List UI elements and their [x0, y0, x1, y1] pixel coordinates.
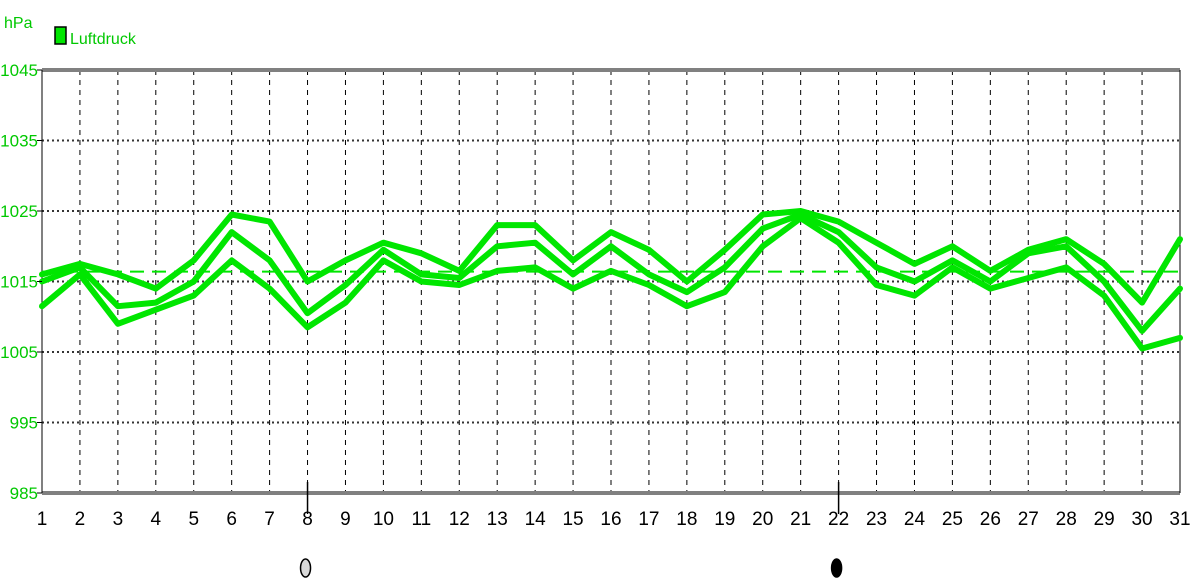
legend: Luftdruck [54, 26, 137, 48]
x-tick-label: 8 [302, 509, 313, 530]
x-tick-label: 30 [1131, 509, 1152, 530]
x-tick-label: 25 [942, 509, 963, 530]
y-tick-label: 1035 [0, 132, 38, 151]
x-tick-label: 2 [75, 509, 86, 530]
x-tick-label: 22 [828, 509, 849, 530]
x-tick-label: 13 [487, 509, 508, 530]
y-tick-label: 995 [10, 414, 38, 433]
x-tick-label: 7 [264, 509, 275, 530]
x-tick-label: 10 [373, 509, 394, 530]
y-tick-label: 1025 [0, 202, 38, 221]
x-tick-label: 28 [1056, 509, 1077, 530]
y-tick-label: 985 [10, 484, 38, 503]
y-tick-label: 1045 [0, 61, 38, 80]
x-tick-label: 24 [904, 509, 926, 530]
y-tick-label: 1005 [0, 343, 38, 362]
x-tick-label: 16 [600, 509, 621, 530]
x-tick-label: 1 [37, 509, 48, 530]
x-tick-label: 20 [752, 509, 773, 530]
y-tick-label: 1015 [0, 273, 38, 292]
y-unit-label: hPa [4, 15, 33, 32]
x-tick-label: 9 [340, 509, 351, 530]
x-tick-label: 14 [525, 509, 547, 530]
x-tick-label: 19 [714, 509, 735, 530]
x-tick-label: 12 [449, 509, 470, 530]
x-tick-label: 5 [188, 509, 199, 530]
series-lines [39, 208, 1183, 352]
series-line-2 [39, 211, 1183, 334]
x-axis: 1 2 3 4 5 6 7 8 9 10 11 12 13 14 15 16 17 18 19 20 21 22 23 24 2… [37, 509, 1191, 530]
x-tick-label: 11 [411, 509, 431, 530]
legend-swatch [54, 26, 67, 45]
new-moon-icon [830, 558, 843, 578]
x-tick-label: 3 [113, 509, 124, 530]
x-tick-label: 29 [1094, 509, 1115, 530]
series-line-1 [39, 208, 1183, 306]
x-tick-label: 17 [638, 509, 659, 530]
x-tick-label: 4 [151, 509, 162, 530]
x-tick-label: 21 [790, 509, 811, 530]
plot-frame [41, 68, 1181, 495]
full-moon-icon [299, 558, 312, 578]
x-tick-label: 31 [1169, 509, 1190, 530]
x-tick-label: 6 [226, 509, 237, 530]
legend-label: Luftdruck [70, 31, 137, 48]
moon-markers [299, 482, 843, 578]
x-tick-label: 23 [866, 509, 887, 530]
x-tick-label: 27 [1018, 509, 1039, 530]
series-line-3 [39, 215, 1183, 352]
y-axis: 985 995 1005 1015 1025 1035 1045 [0, 61, 42, 503]
x-tick-label: 26 [980, 509, 1001, 530]
x-tick-label: 18 [676, 509, 697, 530]
x-tick-label: 15 [562, 509, 583, 530]
